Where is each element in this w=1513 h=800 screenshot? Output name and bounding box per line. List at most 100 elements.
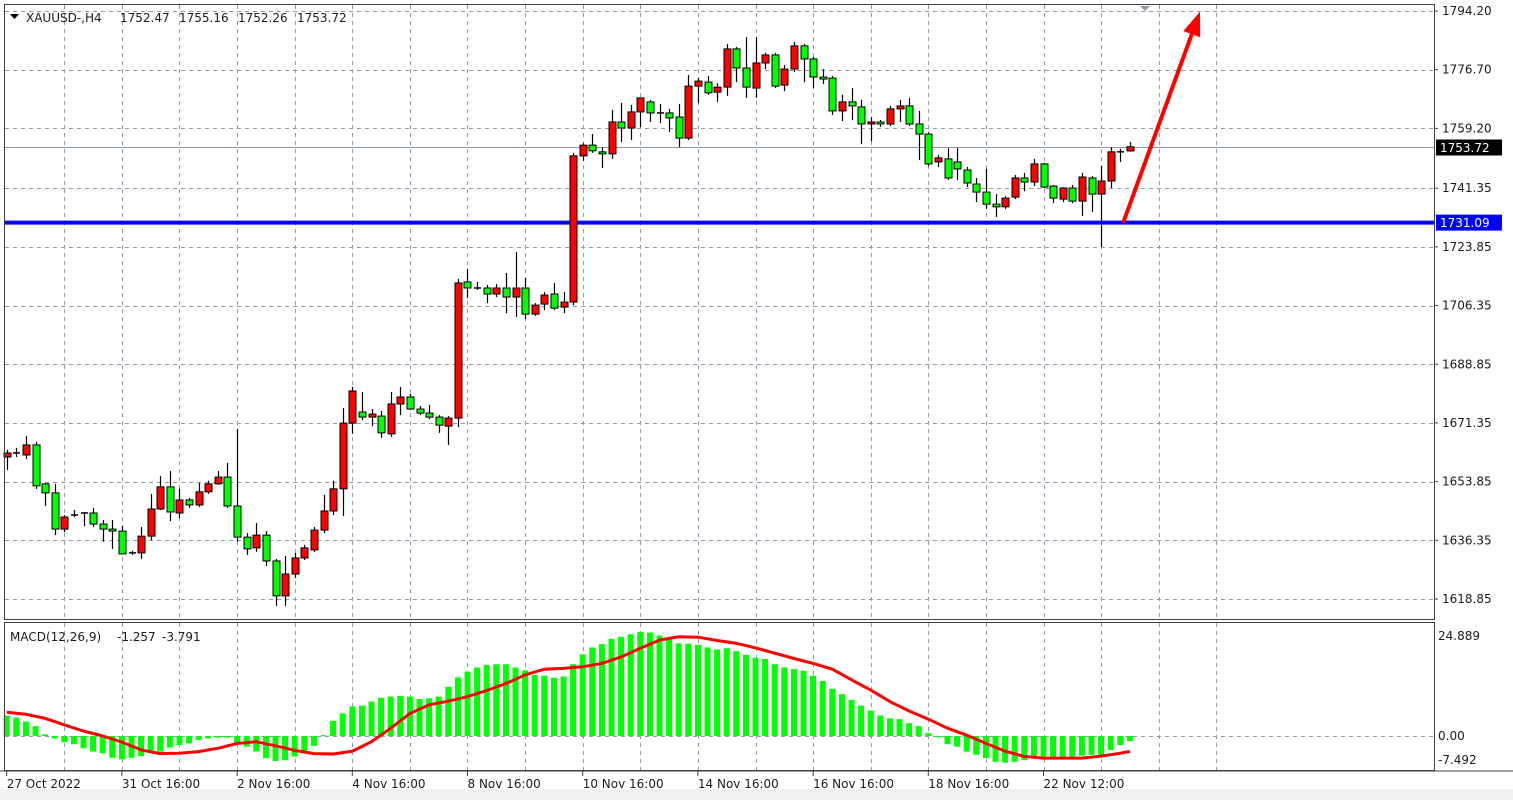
- bear-candle: [598, 147, 607, 168]
- macd-histogram-bar: [214, 736, 221, 738]
- candle-body: [790, 45, 799, 70]
- bull-candle: [896, 99, 905, 122]
- candle-body: [233, 505, 242, 538]
- candle-body: [569, 155, 578, 303]
- macd-histogram-bar: [915, 726, 922, 736]
- candle-body: [838, 101, 847, 112]
- candle-body: [675, 116, 684, 139]
- candle-body: [195, 491, 204, 506]
- dropdown-triangle-icon[interactable]: [10, 14, 19, 19]
- candle-body: [262, 534, 271, 562]
- candle-body: [915, 123, 924, 135]
- macd-histogram-bar: [714, 649, 721, 736]
- axes: 1794.20 1776.70 1759.20 1741.35 1723.85 1706.…: [6, 4, 1502, 791]
- bear-candle: [809, 56, 818, 89]
- macd-histogram-bar: [531, 674, 538, 736]
- bear-candle: [185, 497, 194, 508]
- candle-body: [310, 529, 319, 551]
- candle-body: [416, 408, 425, 414]
- price-tick-label: 1653.85: [1442, 475, 1492, 489]
- price-tick-label: 1671.35: [1442, 416, 1492, 430]
- macd-signal-value: -3.791: [162, 630, 201, 644]
- bull-candle: [492, 283, 501, 298]
- macd-histogram-bar: [493, 664, 500, 736]
- macd-histogram-bar: [1126, 736, 1133, 742]
- candle-body: [627, 111, 636, 129]
- macd-histogram-bar: [963, 736, 970, 752]
- bear-candle: [13, 447, 20, 457]
- time-tick-label: 22 Nov 12:00: [1044, 777, 1125, 791]
- candle-body: [175, 499, 184, 514]
- bear-candle: [617, 102, 626, 143]
- bull-candle: [684, 75, 693, 141]
- macd-histogram-bar: [522, 670, 529, 736]
- macd-histogram-bar: [195, 736, 202, 741]
- bull-candle: [60, 515, 69, 533]
- macd-histogram-bar: [310, 736, 317, 746]
- macd-histogram-bar: [330, 720, 337, 736]
- bull-candle: [512, 252, 521, 317]
- bear-candle: [406, 393, 415, 411]
- macd-histogram-bar: [435, 696, 442, 736]
- close-value: 1753.72: [297, 11, 347, 25]
- bull-candle: [348, 386, 357, 434]
- bull-candle: [1059, 187, 1068, 203]
- macd-histogram-bar: [819, 681, 826, 736]
- macd-histogram-bar: [560, 676, 567, 736]
- macd-histogram-bar: [426, 698, 433, 736]
- macd-histogram-bar: [829, 688, 836, 736]
- macd-tick-label: 24.889: [1438, 629, 1480, 643]
- bear-candle: [665, 108, 674, 133]
- chart-shift-marker-icon[interactable]: [1140, 6, 1150, 11]
- candle-body: [300, 547, 309, 559]
- chart-header: XAUUSD-,H4 1752.47 1755.16 1752.26 1753.…: [10, 11, 347, 25]
- macd-panel: [3, 631, 1133, 763]
- bear-candle: [982, 168, 991, 209]
- price-tick-label: 1636.35: [1442, 533, 1492, 547]
- bull-candle: [560, 292, 569, 314]
- time-tick-label: 14 Nov 16:00: [698, 777, 779, 791]
- macd-histogram-bar: [637, 631, 644, 736]
- candle-body: [89, 512, 98, 525]
- bull-candle: [752, 37, 761, 98]
- macd-histogram-bar: [656, 635, 663, 736]
- candle-body: [358, 411, 367, 418]
- bear-candle: [425, 405, 434, 420]
- candle-body: [800, 45, 809, 60]
- bull-candle: [713, 83, 722, 102]
- candle-body: [713, 86, 722, 93]
- candle-body: [1126, 146, 1135, 152]
- macd-histogram-bar: [61, 736, 68, 743]
- macd-histogram-bar: [886, 718, 893, 736]
- candle-body: [1040, 163, 1049, 188]
- bear-candle: [732, 46, 741, 83]
- candle-body: [512, 287, 521, 298]
- macd-histogram-bar: [598, 644, 605, 736]
- macd-histogram-bar: [570, 664, 577, 736]
- price-tick-label: 1759.20: [1442, 121, 1492, 135]
- macd-histogram-bar: [118, 736, 125, 760]
- candle-body: [502, 287, 511, 298]
- bear-candle: [51, 483, 60, 536]
- macd-histogram-bar: [627, 634, 634, 736]
- bear-candle: [972, 177, 981, 203]
- macd-histogram-bar: [3, 715, 10, 736]
- price-tick-label: 1723.85: [1442, 240, 1492, 254]
- candle-body: [867, 121, 876, 125]
- bull-candle: [204, 480, 213, 494]
- candle-body: [1030, 163, 1039, 183]
- macd-histogram-bar: [733, 651, 740, 736]
- candle-body: [924, 133, 933, 165]
- candle-body: [828, 77, 837, 112]
- macd-histogram-bar: [22, 721, 29, 736]
- macd-histogram-bar: [349, 706, 356, 736]
- candle-body: [1097, 180, 1106, 195]
- macd-histogram-bar: [666, 638, 673, 736]
- bull-candle: [723, 43, 732, 96]
- price-tick-label: 1794.20: [1442, 4, 1492, 18]
- time-tick-label: 2 Nov 16:00: [237, 777, 310, 791]
- bear-candle: [129, 550, 136, 555]
- bear-candle: [657, 103, 664, 124]
- candle-body: [982, 191, 991, 205]
